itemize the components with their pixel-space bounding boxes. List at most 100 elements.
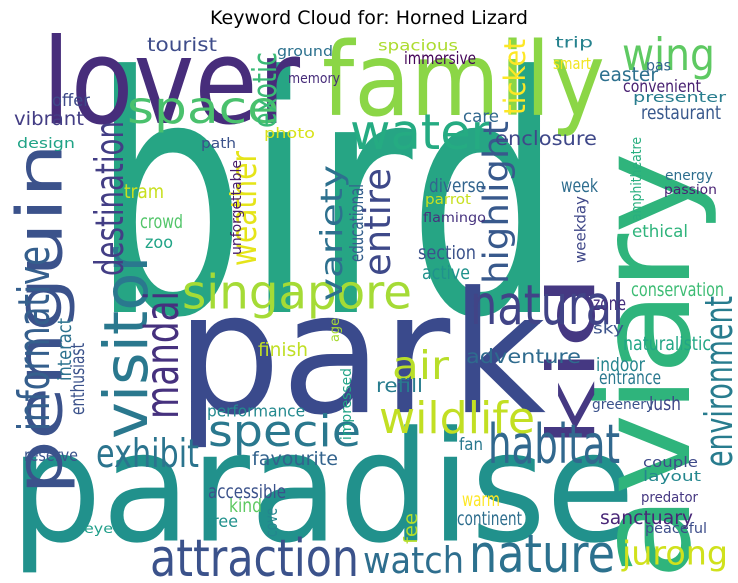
word-reserve: reserve bbox=[24, 446, 78, 466]
word-bird: bird bbox=[92, 7, 562, 390]
word-sanctuary: sanctuary bbox=[600, 508, 693, 529]
word-wing: wing bbox=[622, 28, 715, 81]
word-memory: memory bbox=[288, 71, 340, 87]
word-age: age bbox=[328, 318, 343, 342]
word-impressed: impressed bbox=[339, 368, 355, 440]
word-refill: refill bbox=[376, 376, 423, 397]
word-care: care bbox=[463, 107, 499, 127]
word-design: design bbox=[17, 136, 75, 152]
word-ticket: ticket bbox=[498, 39, 532, 115]
word-sky: sky bbox=[593, 320, 624, 338]
word-pas: pas bbox=[646, 57, 671, 75]
word-accessible: accessible bbox=[208, 482, 286, 503]
word-layout: layout bbox=[643, 469, 702, 485]
word-weather: weather bbox=[224, 151, 265, 266]
word-conservation: conservation bbox=[631, 280, 724, 301]
word-smart: smart bbox=[553, 54, 591, 73]
word-park: park bbox=[176, 256, 546, 452]
word-educational: educational bbox=[347, 184, 368, 262]
word-path: path bbox=[201, 136, 236, 152]
word-water: water bbox=[350, 105, 492, 161]
word-diverse: diverse bbox=[429, 176, 485, 197]
word-zone: zone bbox=[593, 294, 626, 315]
word-enclosure: enclosure bbox=[495, 127, 597, 150]
word-entrance: entrance bbox=[599, 368, 661, 389]
word-destination: destination bbox=[87, 121, 133, 276]
word-space: space bbox=[127, 81, 279, 134]
word-fee: fee bbox=[401, 513, 422, 544]
word-jurong: jurong bbox=[621, 535, 728, 573]
word-zoo: zoo bbox=[145, 233, 173, 253]
word-vibrant: vibrant bbox=[14, 109, 84, 130]
word-enthusiast: enthusiast bbox=[68, 343, 89, 415]
word-trip: trip bbox=[555, 34, 593, 52]
word-restaurant: restaurant bbox=[641, 103, 721, 124]
word-informative: informative bbox=[10, 246, 60, 431]
word-tree: tree bbox=[206, 512, 238, 532]
word-peaceful: peaceful bbox=[645, 521, 707, 537]
word-photo: photo bbox=[264, 126, 315, 142]
word-ground: ground bbox=[277, 44, 333, 60]
word-passion: passion bbox=[664, 183, 717, 198]
word-family: family bbox=[322, 21, 605, 140]
word-fan: fan bbox=[459, 435, 483, 455]
word-penguin: penguin bbox=[3, 143, 77, 495]
word-ethical: ethical bbox=[632, 222, 688, 242]
word-visitor: visitor bbox=[92, 247, 162, 439]
word-cove: cove bbox=[262, 508, 282, 537]
word-eye: eye bbox=[84, 522, 113, 537]
word-nature: nature bbox=[469, 524, 615, 583]
word-immersive: immersive bbox=[404, 49, 476, 69]
word-energy: energy bbox=[665, 168, 714, 184]
word-adventure: adventure bbox=[466, 345, 581, 368]
word-easter: easter bbox=[599, 63, 659, 86]
word-unforgettable: unforgettable bbox=[229, 160, 245, 255]
word-indoor: indoor bbox=[596, 355, 645, 376]
word-kid: kid bbox=[533, 275, 610, 448]
word-naturalistic: naturalistic bbox=[623, 334, 711, 355]
word-lush: lush bbox=[649, 394, 681, 415]
word-natural: natural bbox=[470, 274, 624, 338]
word-crowd: crowd bbox=[140, 212, 183, 233]
word-environment: environment bbox=[697, 296, 738, 467]
word-weekday: weekday bbox=[572, 196, 590, 263]
word-active: active bbox=[422, 263, 470, 284]
word-exhibit: exhibit bbox=[96, 431, 199, 477]
chart-title: Keyword Cloud for: Horned Lizard bbox=[210, 7, 528, 29]
word-highlight: highlight bbox=[477, 121, 517, 284]
word-air: air bbox=[392, 343, 450, 389]
word-specie: specie bbox=[208, 406, 361, 457]
word-paradise: paradise bbox=[10, 400, 635, 578]
word-performance: performance bbox=[207, 401, 305, 420]
word-habitat: habitat bbox=[488, 413, 620, 476]
word-singapore: singapore bbox=[182, 265, 412, 320]
word-variety: variety bbox=[315, 165, 350, 301]
word-finish: finish bbox=[258, 340, 308, 361]
word-wildlife: wildlife bbox=[379, 394, 535, 444]
word-flamingo: flamingo bbox=[423, 211, 486, 226]
word-kind: kind bbox=[229, 496, 262, 517]
word-spacious: spacious bbox=[378, 37, 458, 55]
word-continent: continent bbox=[457, 509, 522, 530]
word-tram: tram bbox=[124, 180, 164, 203]
word-section: section bbox=[418, 243, 476, 264]
word-greenery: greenery bbox=[592, 397, 655, 413]
word-parrot: parrot bbox=[425, 192, 471, 208]
word-attraction: attraction bbox=[150, 529, 359, 583]
word-warm: warm bbox=[462, 490, 500, 511]
word-exotic: exotic bbox=[245, 52, 284, 128]
word-week: week bbox=[561, 176, 598, 197]
word-mandai: mandai bbox=[135, 291, 189, 419]
word-predator: predator bbox=[641, 490, 698, 506]
word-lover: lover bbox=[42, 13, 300, 151]
word-aviary: aviary bbox=[571, 152, 720, 580]
word-offer: offer bbox=[52, 91, 91, 111]
word-entire: entire bbox=[356, 168, 399, 276]
word-presenter: presenter bbox=[633, 90, 726, 106]
word-favourite: favourite bbox=[252, 449, 338, 470]
word-tourist: tourist bbox=[147, 35, 217, 56]
word-amphitheatre: amphitheatre bbox=[629, 137, 645, 221]
word-convenient: convenient bbox=[623, 77, 701, 97]
